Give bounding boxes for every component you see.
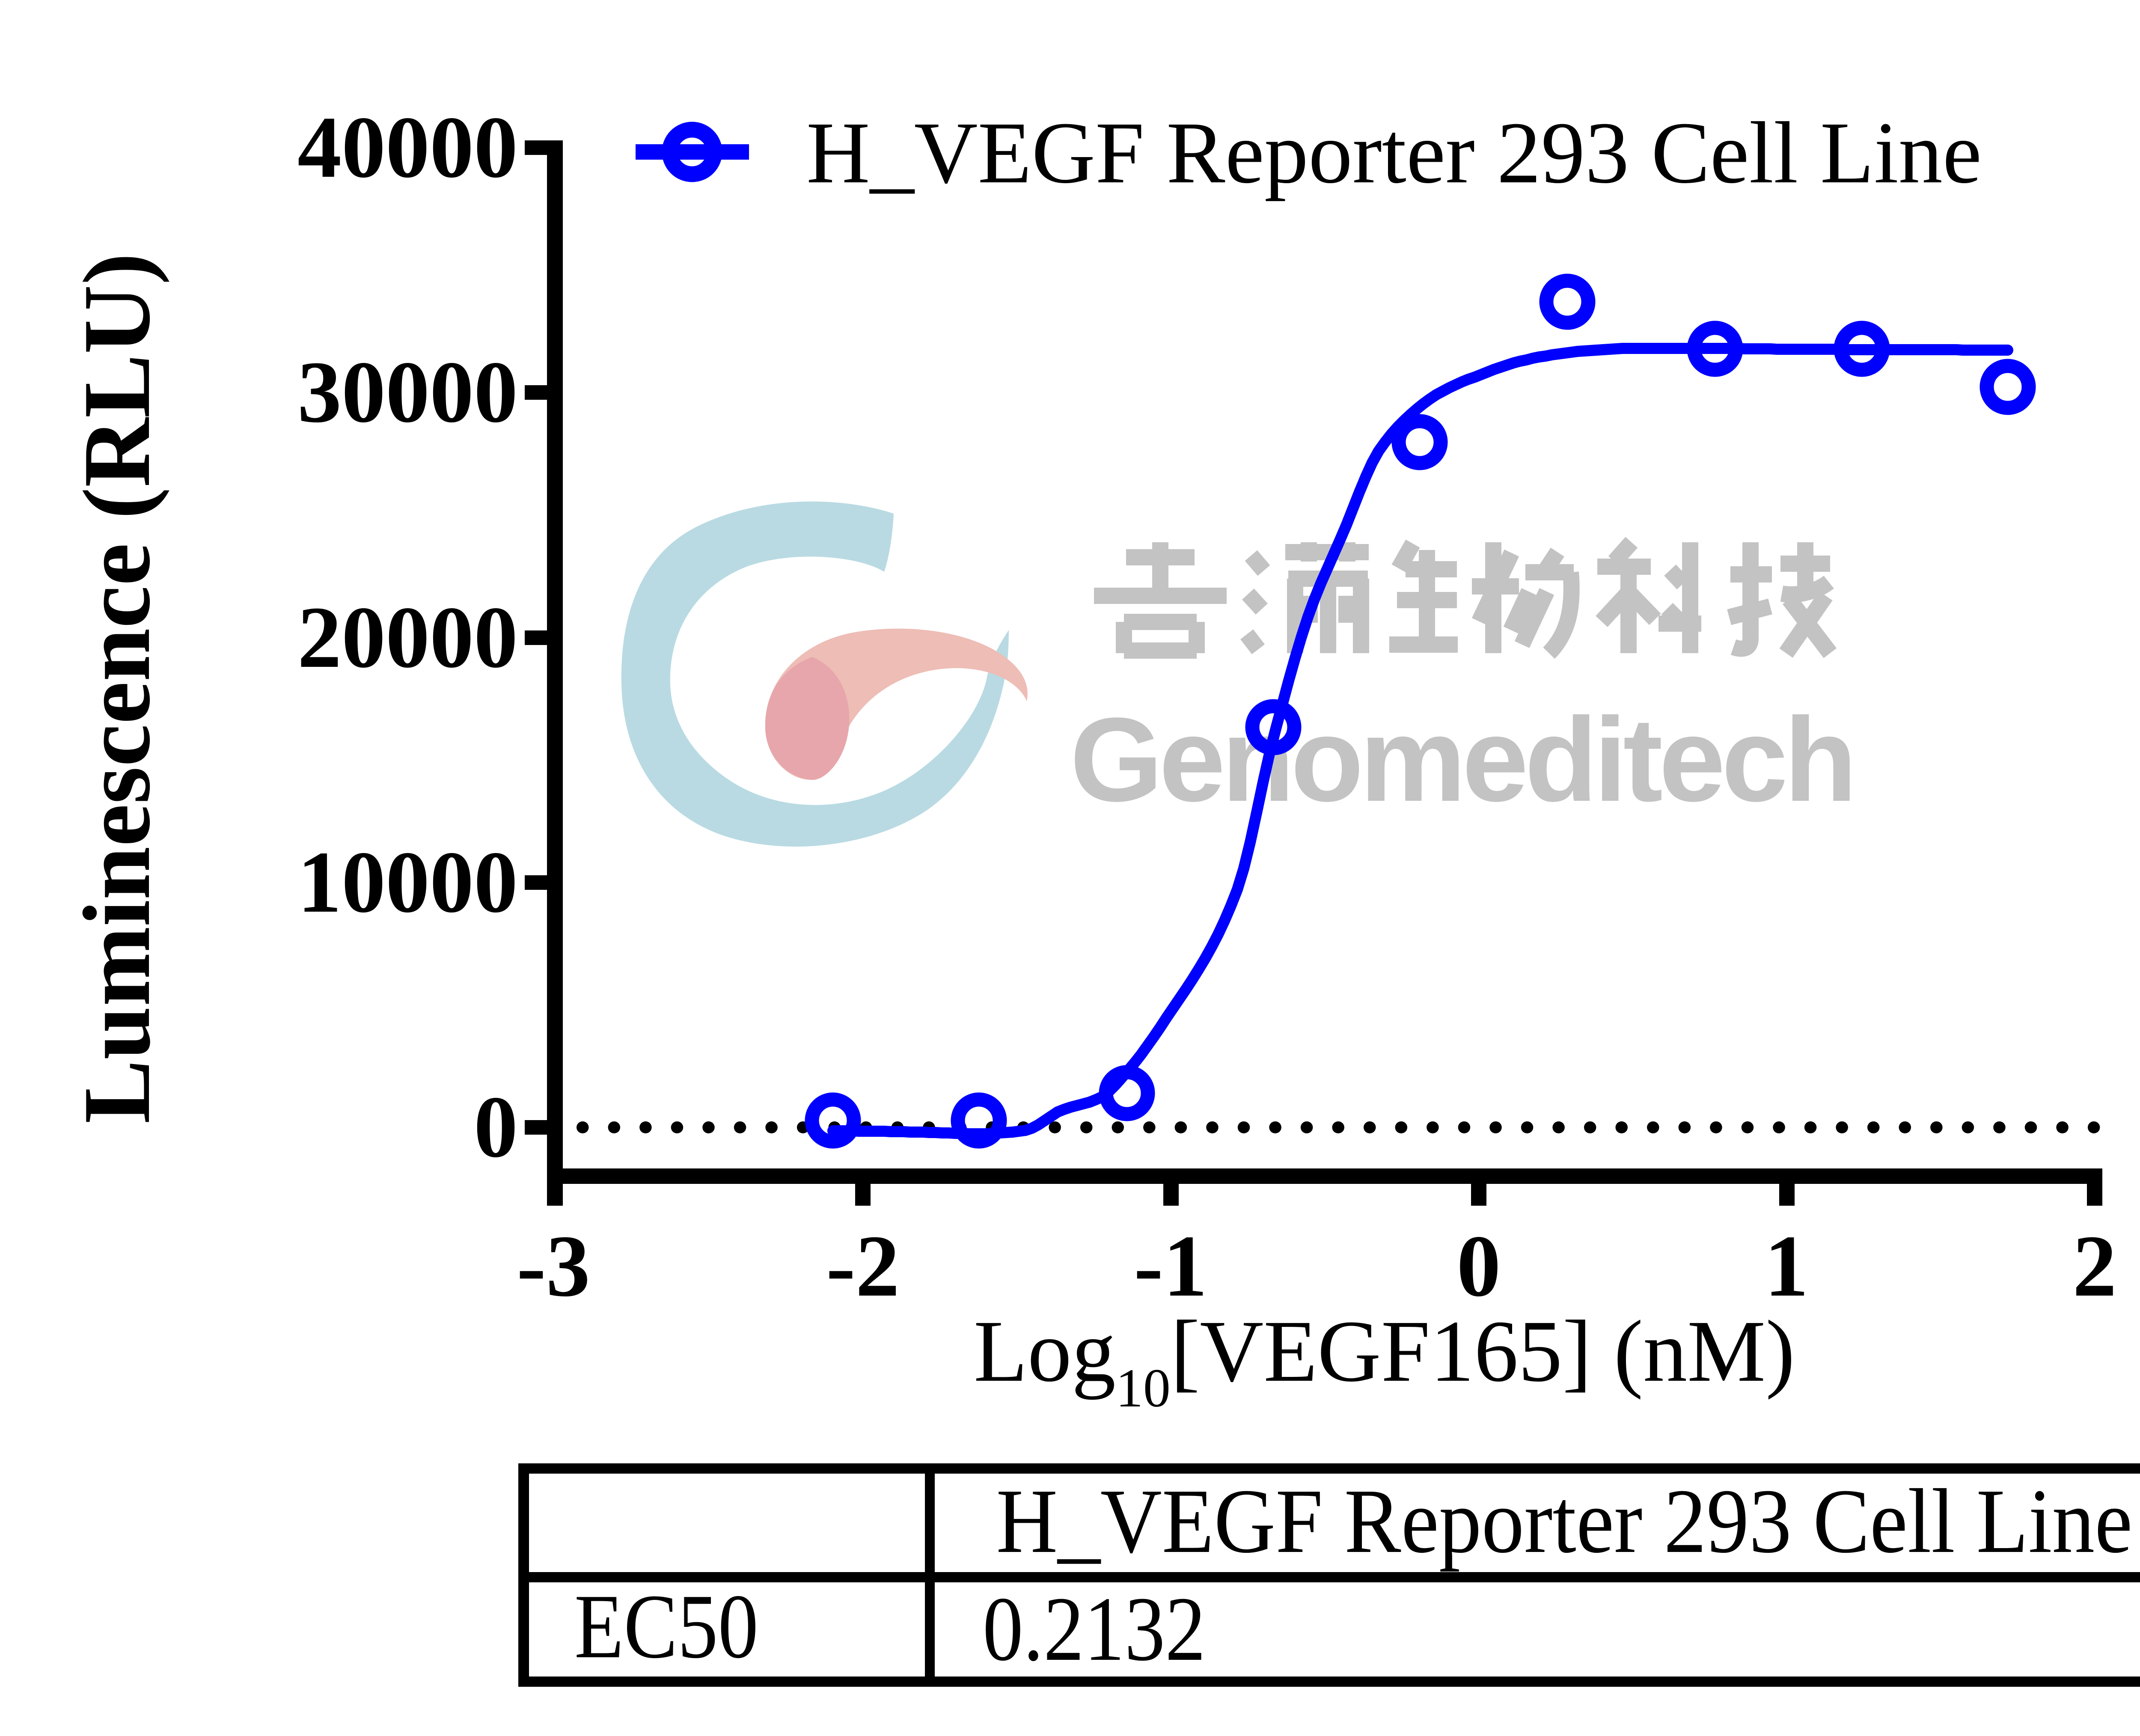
svg-text:Luminescence (RLU): Luminescence (RLU) <box>64 253 170 1124</box>
svg-text:20000: 20000 <box>297 588 518 686</box>
svg-text:-2: -2 <box>826 1217 900 1315</box>
svg-text:H_VEGF Reporter 293 Cell Line: H_VEGF Reporter 293 Cell Line <box>806 104 1982 202</box>
svg-text:0: 0 <box>1457 1217 1501 1315</box>
svg-text:1: 1 <box>1765 1217 1809 1315</box>
svg-text:0: 0 <box>474 1078 518 1176</box>
svg-text:Genomeditech: Genomeditech <box>1070 693 1853 826</box>
svg-text:10000: 10000 <box>297 833 518 931</box>
svg-text:-1: -1 <box>1134 1217 1207 1315</box>
svg-text:H_VEGF Reporter 293 Cell Line: H_VEGF Reporter 293 Cell Line <box>996 1470 2133 1572</box>
svg-text:40000: 40000 <box>297 98 518 196</box>
svg-text:Log10[VEGF165] (nM): Log10[VEGF165] (nM) <box>974 1302 1795 1418</box>
svg-text:30000: 30000 <box>297 343 518 441</box>
svg-text:0.2132: 0.2132 <box>983 1578 1206 1680</box>
svg-text:2: 2 <box>2073 1217 2117 1315</box>
svg-text:-3: -3 <box>517 1217 590 1315</box>
svg-text:EC50: EC50 <box>574 1575 758 1677</box>
